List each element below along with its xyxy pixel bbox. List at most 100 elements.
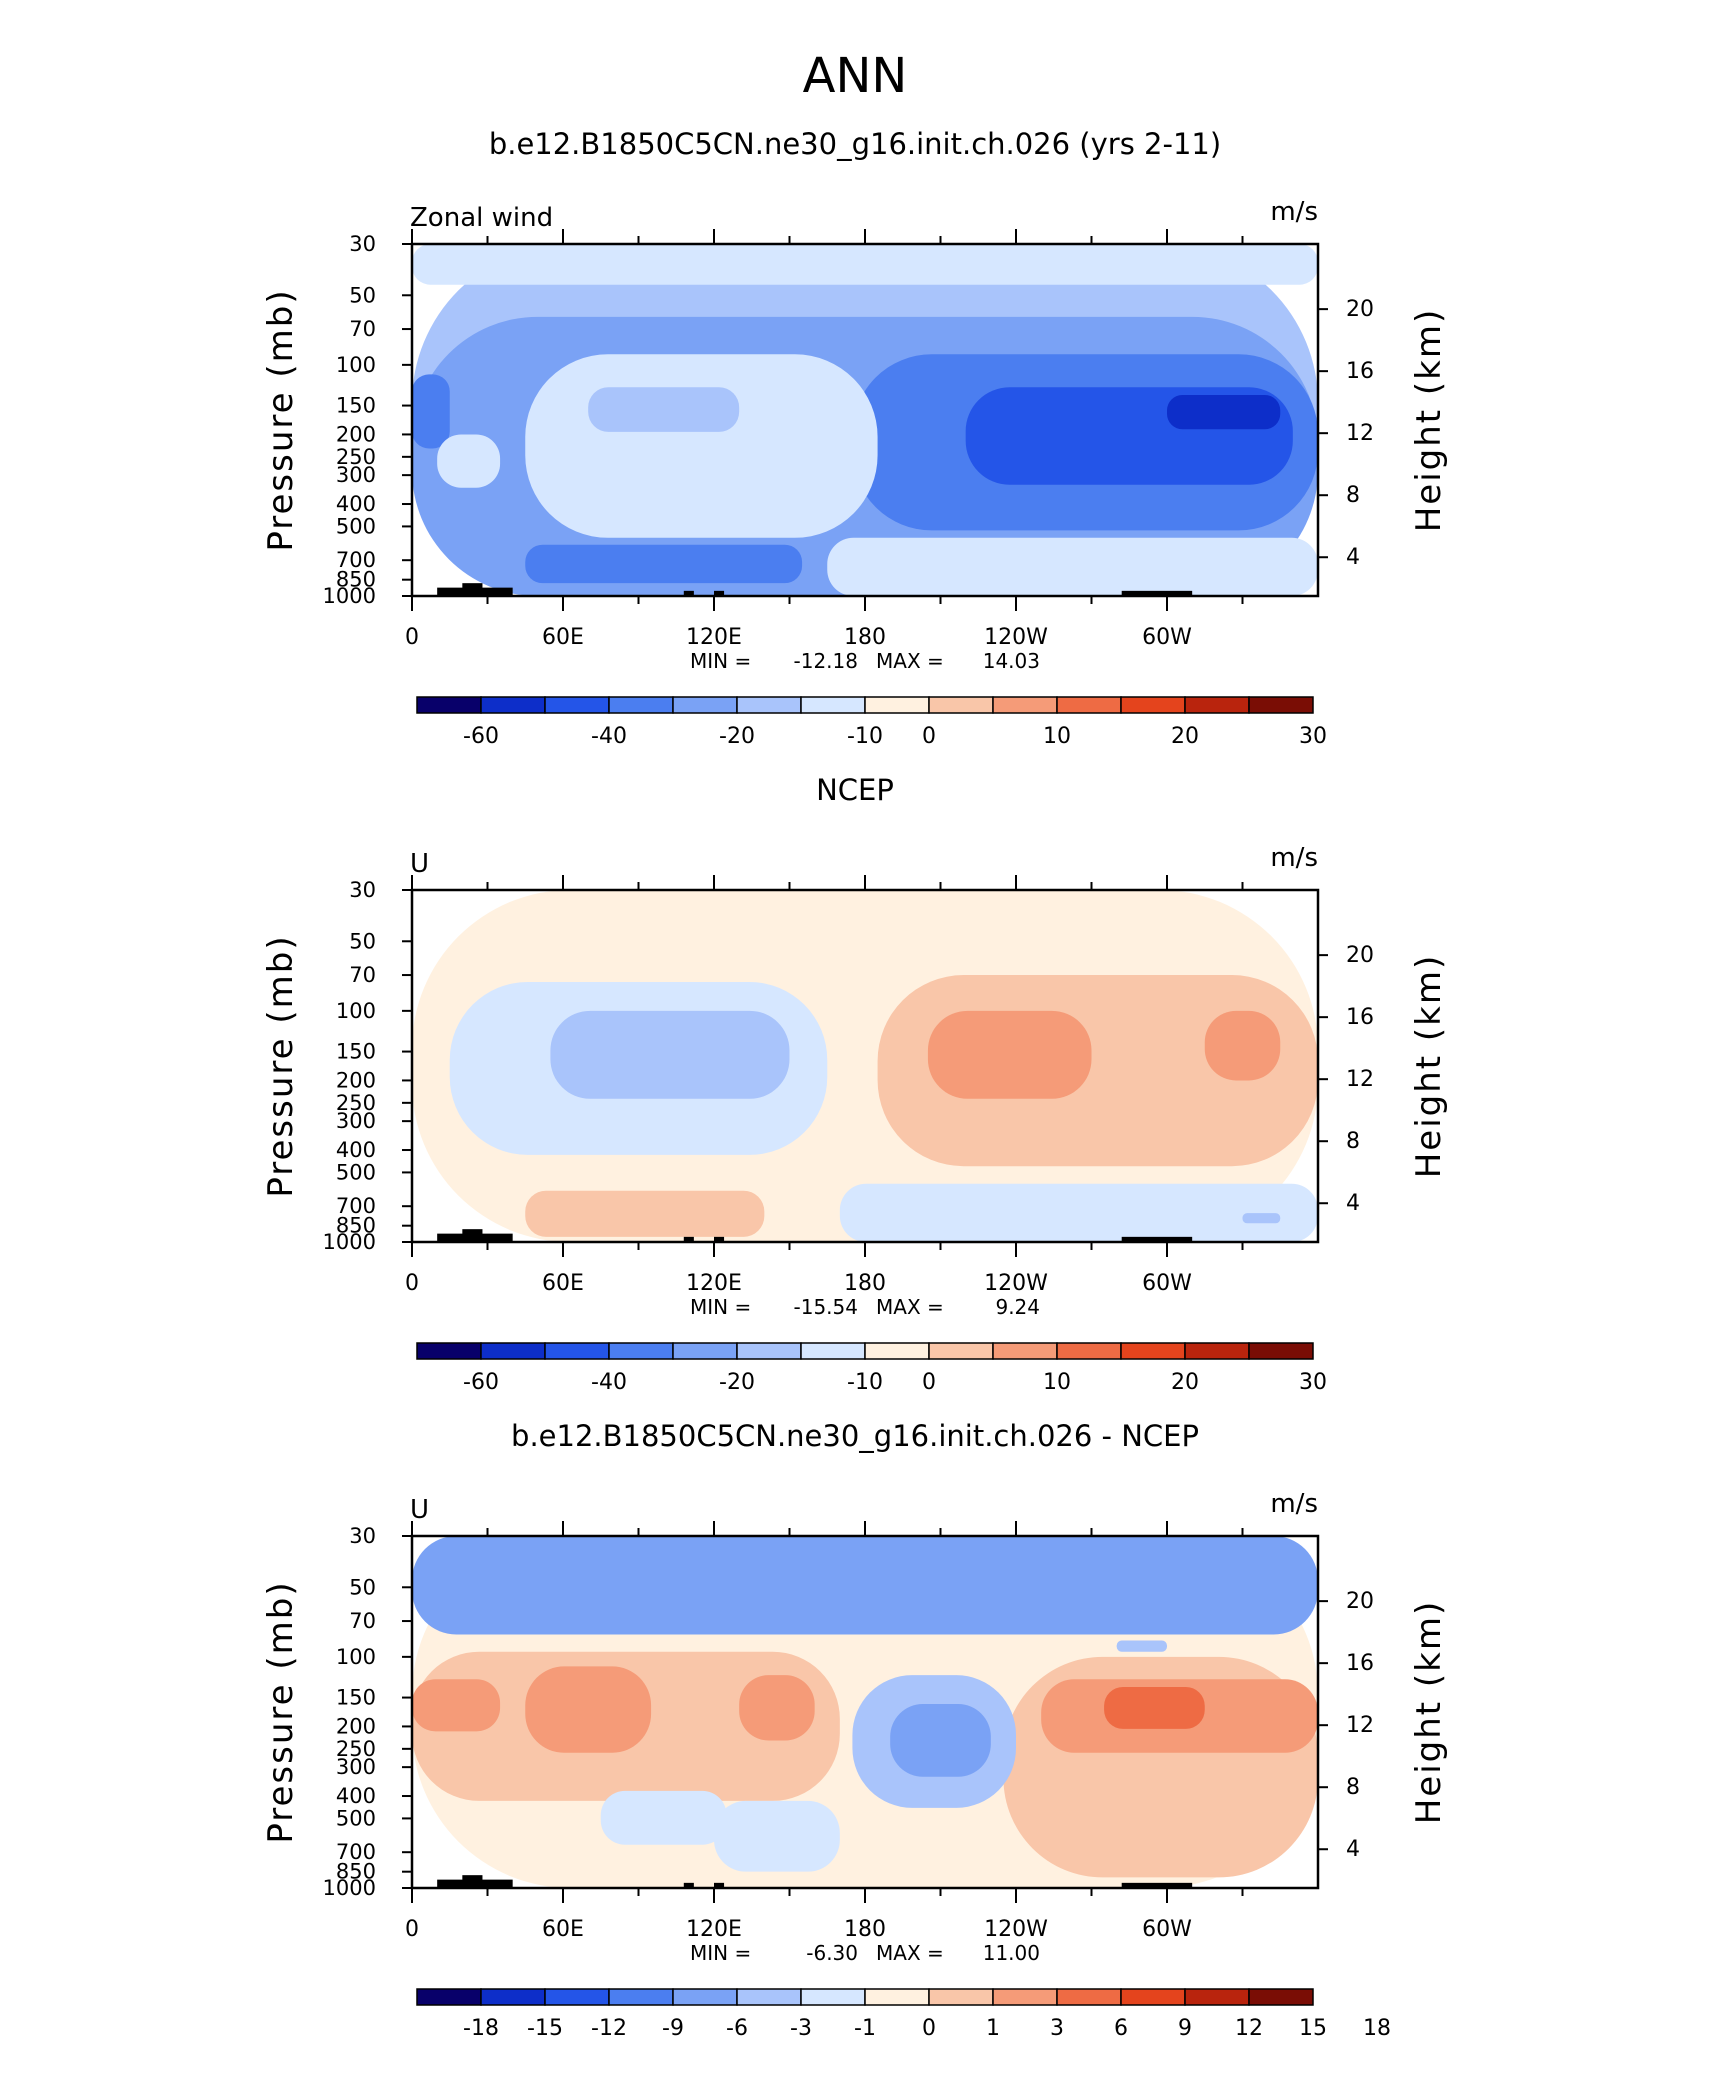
contour-region xyxy=(588,387,740,432)
colorbar-swatch xyxy=(608,1342,674,1360)
y-tick-label: 200 xyxy=(336,422,376,446)
colorbar-label: 18 xyxy=(1363,2016,1391,2041)
y-tick-label: 150 xyxy=(336,1686,376,1710)
y-tick-label: 1000 xyxy=(323,1230,376,1254)
x-tick-label: 60E xyxy=(542,625,584,650)
contour-region xyxy=(714,1800,840,1872)
contour-region xyxy=(1242,1213,1281,1224)
colorbar-swatch xyxy=(480,1342,546,1360)
colorbar-label: -18 xyxy=(463,2016,499,2041)
y-tick-label: 400 xyxy=(336,1138,376,1162)
colorbar-label: -1 xyxy=(854,2016,876,2041)
x-tick-label: 120W xyxy=(984,1271,1048,1296)
colorbar-swatch xyxy=(1184,696,1250,714)
x-tick-label: 120E xyxy=(686,1917,742,1942)
colorbar-label: 0 xyxy=(922,2016,936,2041)
colorbar-label: 30 xyxy=(1299,724,1327,749)
y-tick-label: 50 xyxy=(349,929,376,953)
contour-region xyxy=(600,1790,727,1845)
y-tick-label: 200 xyxy=(336,1714,376,1738)
y-tick-label: 700 xyxy=(336,548,376,572)
colorbar-label: -6 xyxy=(726,2016,748,2041)
height-tick-label: 20 xyxy=(1346,1589,1374,1614)
colorbar-swatch xyxy=(672,1342,738,1360)
colorbar-label: -3 xyxy=(790,2016,812,2041)
contour-region xyxy=(525,544,803,584)
page-title: ANN xyxy=(803,48,908,104)
x-tick-label: 60E xyxy=(542,1917,584,1942)
colorbar-label: -12 xyxy=(591,2016,627,2041)
height-tick-label: 12 xyxy=(1346,1713,1374,1738)
contour-region xyxy=(927,1010,1092,1099)
y-axis-title-right: Height (km) xyxy=(1409,1600,1449,1825)
colorbar-swatch xyxy=(736,1988,802,2006)
colorbar-swatch xyxy=(928,696,994,714)
y-tick-label: 300 xyxy=(336,463,376,487)
colorbar-label: 30 xyxy=(1299,1370,1327,1395)
height-tick-label: 16 xyxy=(1346,1651,1374,1676)
x-tick-label: 0 xyxy=(405,1271,419,1296)
land-mask xyxy=(1121,1236,1193,1242)
x-tick-label: 180 xyxy=(844,1917,886,1942)
land-mask xyxy=(462,1229,483,1242)
height-tick-label: 20 xyxy=(1346,943,1374,968)
y-tick-label: 400 xyxy=(336,1784,376,1808)
y-tick-label: 70 xyxy=(349,963,376,987)
x-tick-label: 0 xyxy=(405,625,419,650)
height-tick-label: 8 xyxy=(1346,1775,1360,1800)
land-mask xyxy=(462,583,483,596)
colorbar-swatch xyxy=(608,1988,674,2006)
contour-region xyxy=(437,434,501,488)
colorbar-swatch xyxy=(992,696,1058,714)
y-tick-label: 150 xyxy=(336,394,376,418)
plot-area xyxy=(412,244,1318,596)
left-string: U xyxy=(410,1495,429,1525)
colorbar-swatch xyxy=(928,1342,994,1360)
colorbar-swatch xyxy=(1056,696,1122,714)
y-tick-label: 70 xyxy=(349,1609,376,1633)
y-tick-label: 500 xyxy=(336,1806,376,1830)
colorbar-label: 12 xyxy=(1235,2016,1263,2041)
colorbar-label: -9 xyxy=(662,2016,684,2041)
colorbar-label: -40 xyxy=(591,724,627,749)
left-string: Zonal wind xyxy=(410,203,553,233)
colorbar-swatch xyxy=(864,1342,930,1360)
y-tick-label: 30 xyxy=(349,1524,376,1548)
colorbar-swatch xyxy=(1120,696,1186,714)
colorbar-label: 1 xyxy=(986,2016,1000,2041)
y-tick-label: 850 xyxy=(336,1860,376,1884)
colorbar-swatch xyxy=(864,696,930,714)
chart-panel-1: b.e12.B1850C5CN.ne30_g16.init.ch.026 (yr… xyxy=(261,127,1449,749)
colorbar-label: -40 xyxy=(591,1370,627,1395)
x-tick-label: 120W xyxy=(984,625,1048,650)
y-tick-label: 1000 xyxy=(323,584,376,608)
colorbar-label: -60 xyxy=(463,724,499,749)
y-tick-label: 300 xyxy=(336,1109,376,1133)
colorbar-swatch xyxy=(736,696,802,714)
colorbar-swatch xyxy=(992,1342,1058,1360)
land-mask xyxy=(683,590,694,596)
max-value: 9.24 xyxy=(995,1295,1040,1319)
contour-region xyxy=(412,244,1318,285)
colorbar-label: 0 xyxy=(922,724,936,749)
contour-region xyxy=(525,1666,652,1753)
min-value: -12.18 xyxy=(794,649,858,673)
contour-region xyxy=(839,1183,1318,1242)
x-tick-label: 120E xyxy=(686,1271,742,1296)
land-mask xyxy=(714,1882,725,1888)
colorbar-label: 10 xyxy=(1043,724,1071,749)
height-tick-label: 4 xyxy=(1346,1191,1360,1216)
height-tick-label: 4 xyxy=(1346,545,1360,570)
max-value: 14.03 xyxy=(983,649,1040,673)
colorbar-label: 3 xyxy=(1050,2016,1064,2041)
x-tick-label: 120W xyxy=(984,1917,1048,1942)
y-tick-label: 50 xyxy=(349,283,376,307)
chart-panel-3: b.e12.B1850C5CN.ne30_g16.init.ch.026 - N… xyxy=(261,1419,1449,2041)
y-tick-label: 700 xyxy=(336,1840,376,1864)
x-tick-label: 60W xyxy=(1142,1271,1192,1296)
land-mask xyxy=(714,1236,725,1242)
y-tick-label: 150 xyxy=(336,1040,376,1064)
colorbar-swatch xyxy=(864,1988,930,2006)
colorbar-swatch xyxy=(416,696,482,714)
colorbar-swatch xyxy=(480,1988,546,2006)
